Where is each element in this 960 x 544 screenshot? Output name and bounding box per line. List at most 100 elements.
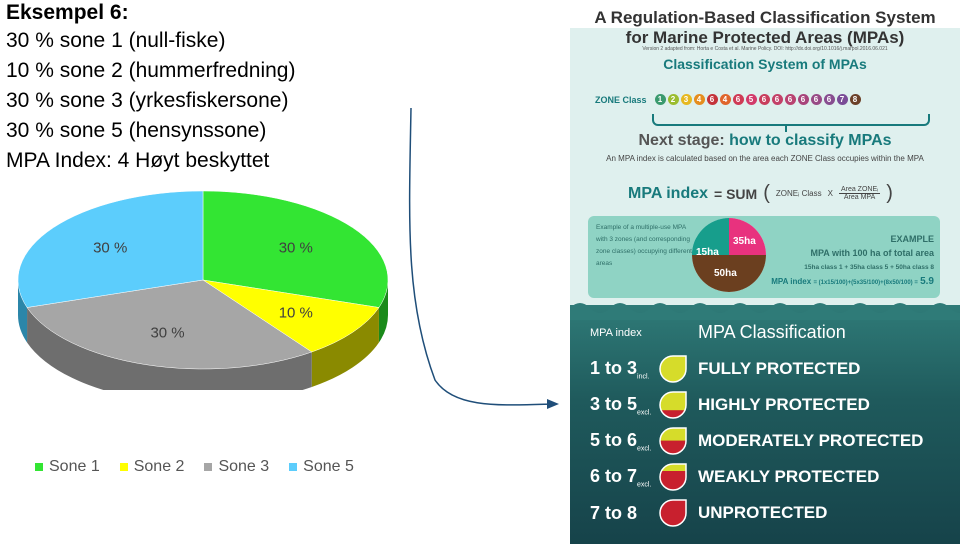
example-index: MPA index = (1x15/100)+(5x35/100)+(8x50/…	[771, 276, 934, 287]
protection-level-icon	[659, 499, 687, 527]
mpa-index-formula: MPA index = SUM ( ZONEᵢ Class X Area ZON…	[628, 182, 893, 205]
legend-label: Sone 2	[133, 458, 185, 475]
classification-range-suffix: excl.	[637, 445, 652, 453]
classification-row: 7 to 8 UNPROTECTED	[590, 498, 827, 528]
protection-level-icon	[659, 427, 687, 455]
pie-slice	[26, 279, 313, 370]
example-index-expr: = (1x15/100)+(5x35/100)+(8x50/100) =	[813, 280, 918, 286]
example-detail: 15ha class 1 + 35ha class 5 + 50ha class…	[804, 264, 934, 271]
zone-class-dot: 6	[784, 94, 796, 105]
legend-swatch	[204, 463, 213, 471]
legend-label: Sone 3	[218, 458, 270, 475]
legend-label: Sone 1	[49, 458, 100, 475]
zone-class-dot: 5	[745, 94, 757, 105]
pie-slice	[202, 279, 380, 353]
formula-sum: = SUM	[714, 185, 758, 202]
classification-name: MODERATELY PROTECTED	[698, 431, 924, 450]
mpa-infographic: A Regulation-Based Classification System…	[570, 0, 960, 544]
legend-swatch	[35, 463, 43, 471]
zone-class-dot: 8	[849, 94, 861, 105]
pie-slice-side	[18, 280, 28, 343]
infographic-credit: Version 2 adapted from: Horta e Costa et…	[642, 46, 888, 52]
example-description: Example of a multiple-use MPA with 3 zon…	[596, 224, 692, 267]
next-stage-label: Next stage:	[638, 132, 725, 149]
example-index-label: MPA index	[771, 277, 812, 286]
zone-class-dot: 6	[758, 94, 770, 105]
protection-level-icon	[659, 391, 687, 419]
example-total: MPA with 100 ha of total area	[810, 248, 934, 258]
legend-item: Sone 1	[35, 458, 100, 476]
classification-range: 1 to 3incl.	[590, 357, 650, 381]
next-stage-heading: Next stage: how to classify MPAs	[570, 132, 960, 150]
classification-range: 5 to 6excl.	[590, 429, 652, 453]
example-details: EXAMPLE MPA with 100 ha of total area 15…	[804, 234, 934, 271]
example-line: 30 % sone 5 (hensynssone)	[6, 119, 267, 142]
formula-denominator: Area MPA	[843, 194, 876, 201]
classification-row: 6 to 7excl. WEAKLY PROTECTED	[590, 462, 879, 492]
zone-brace-tip	[785, 124, 787, 132]
wave-divider	[570, 303, 960, 320]
circle-label-35: 35ha	[733, 236, 756, 247]
classification-row: 5 to 6excl. MODERATELY PROTECTED	[590, 426, 923, 456]
zone-class-dot: 6	[823, 94, 835, 105]
formula-fraction: Area ZONEᵢ Area MPA	[838, 186, 881, 201]
formula-times: X	[827, 189, 833, 198]
legend-item: Sone 2	[119, 458, 185, 476]
example-label: EXAMPLE	[890, 234, 934, 244]
legend-swatch	[119, 463, 128, 471]
classification-row: 3 to 5excl. HIGHLY PROTECTED	[590, 390, 870, 420]
pie-slice-side	[311, 307, 379, 388]
legend-item: Sone 5	[289, 458, 354, 476]
classification-range: 7 to 8	[590, 502, 638, 523]
example-line: 10 % sone 2 (hummerfredning)	[6, 59, 296, 82]
example-index-result: 5.9	[920, 276, 934, 287]
area-circle-graphic: 15ha 35ha 50ha	[692, 218, 766, 292]
pie-data-label: 30 %	[150, 324, 184, 341]
zone-class-dot: 4	[719, 94, 731, 105]
legend-item: Sone 3	[204, 458, 269, 476]
formula-label: MPA index	[628, 184, 709, 202]
zone-class-dot: 3	[680, 94, 692, 105]
classification-range-suffix: incl.	[637, 373, 650, 381]
classification-header: MPA Classification	[698, 322, 846, 342]
classification-name: UNPROTECTED	[698, 503, 828, 522]
next-stage-text: how to classify MPAs	[729, 132, 892, 149]
classification-range: 6 to 7excl.	[590, 465, 652, 489]
infographic-subtitle: Classification System of MPAs	[663, 56, 867, 72]
circle-label-15: 15ha	[696, 247, 719, 258]
pie-data-label: 30 %	[279, 240, 313, 257]
pie-slice-side	[378, 280, 388, 343]
example-box: Example of a multiple-use MPA with 3 zon…	[588, 216, 940, 298]
formula-paren-close: )	[886, 182, 893, 204]
arrow-head-icon	[547, 399, 559, 409]
example-title: Eksempel 6:	[6, 1, 129, 24]
example-line: MPA Index: 4 Høyt beskyttet	[6, 149, 270, 172]
classification-name: WEAKLY PROTECTED	[698, 467, 880, 486]
connector-arrow	[408, 107, 559, 409]
zone-class-dot: 4	[693, 94, 705, 105]
classification-index-header: MPA index	[590, 327, 642, 339]
infographic-lower-panel	[570, 305, 960, 544]
protection-level-icon	[659, 355, 687, 383]
classification-name: HIGHLY PROTECTED	[698, 395, 870, 414]
zone-class-dot: 6	[797, 94, 809, 105]
legend-label: Sone 5	[303, 458, 354, 475]
pie-slice-side	[27, 307, 312, 390]
zone-class-dot: 7	[836, 94, 848, 105]
zone-class-dot: 1	[654, 94, 666, 105]
classification-row: 1 to 3incl. FULLY PROTECTED	[590, 354, 860, 384]
pie-slice	[202, 190, 389, 308]
formula-numerator: Area ZONEᵢ	[838, 186, 881, 194]
zone-class-dot: 2	[667, 94, 679, 105]
protection-level-icon	[659, 463, 687, 491]
zone-brace	[652, 114, 930, 126]
formula-zone-class: ZONEᵢ Class	[775, 189, 822, 198]
infographic-title-line1: A Regulation-Based Classification System	[594, 8, 936, 27]
pie-slice	[17, 190, 204, 308]
zone-class-dot: 6	[810, 94, 822, 105]
zone-class-dot: 6	[732, 94, 744, 105]
pie-data-label: 30 %	[93, 240, 127, 257]
classification-range-suffix: excl.	[637, 481, 652, 489]
